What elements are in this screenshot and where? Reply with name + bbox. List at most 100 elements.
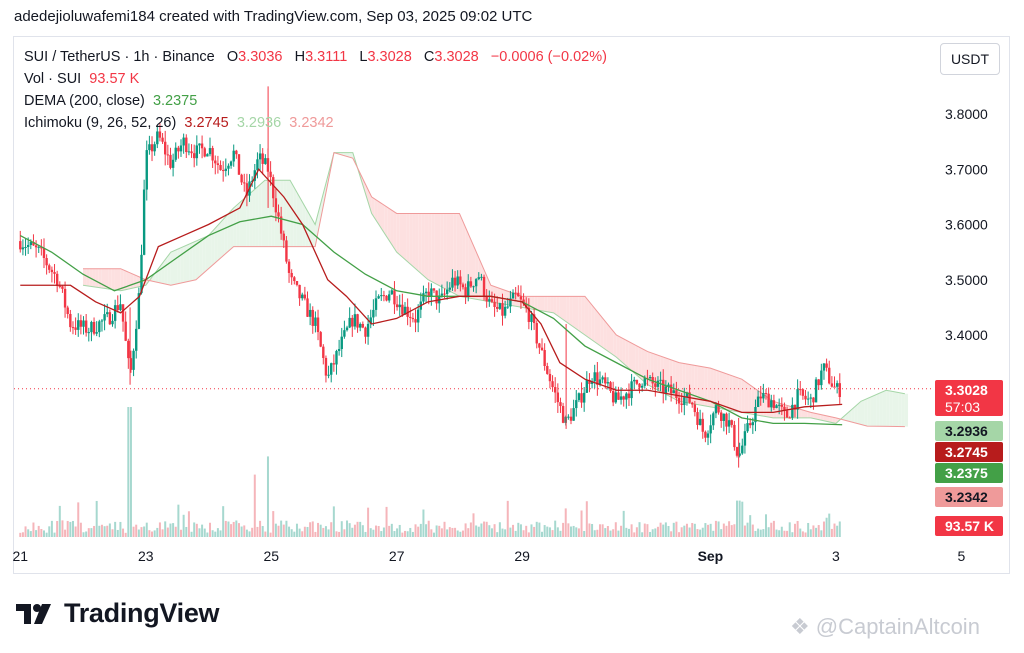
- ichimoku-cloud-segment: [876, 393, 880, 427]
- ichimoku-cloud-segment: [638, 346, 642, 380]
- volume-bar: [546, 526, 549, 537]
- ichimoku-cloud-segment: [857, 401, 861, 425]
- candle-body: [683, 397, 686, 406]
- candle-body: [26, 245, 30, 247]
- volume-bar: [422, 509, 425, 537]
- ichimoku-cloud-segment: [566, 296, 570, 324]
- candle-body: [743, 431, 747, 446]
- ichimoku-cloud-segment: [387, 207, 391, 243]
- volume-bar: [161, 529, 164, 537]
- candle-body: [722, 413, 726, 421]
- candle-body: [90, 321, 93, 333]
- volume-bar: [656, 526, 659, 537]
- volume-bar: [530, 524, 533, 537]
- volume-bar: [151, 531, 154, 537]
- ichimoku-cloud-segment: [255, 185, 259, 247]
- ichimoku-cloud-segment: [446, 213, 451, 292]
- volume-bar: [606, 526, 609, 537]
- volume-bar: [172, 523, 175, 537]
- currency-button[interactable]: USDT: [940, 43, 1000, 75]
- legend-change: −0.0006 (−0.02%): [490, 49, 607, 65]
- volume-bar: [577, 528, 580, 537]
- candle-body: [279, 216, 283, 234]
- ichimoku-cloud-segment: [820, 414, 824, 421]
- legend-volume-row[interactable]: Vol · SUI 93.57 K: [24, 68, 607, 90]
- candle-body: [488, 299, 491, 302]
- volume-bar: [683, 525, 686, 537]
- tradingview-logo[interactable]: TradingView: [16, 598, 220, 629]
- volume-bar: [556, 527, 559, 537]
- candle-body: [192, 153, 196, 159]
- ichimoku-cloud-segment: [230, 207, 234, 250]
- volume-bar: [430, 529, 433, 537]
- watermark: ❖ @CaptainAltcoin: [790, 614, 980, 640]
- candle-body: [158, 131, 162, 138]
- ichimoku-cloud-segment: [456, 213, 460, 297]
- ichimoku-cloud-segment: [701, 366, 705, 406]
- candle-body: [79, 320, 83, 327]
- candle-body: [45, 258, 48, 266]
- volume-bar: [211, 530, 214, 537]
- volume-bar: [158, 522, 161, 537]
- ichimoku-cloud-segment: [217, 221, 222, 261]
- volume-bar: [709, 523, 712, 537]
- ichimoku-cloud-segment: [829, 416, 833, 423]
- ichimoku-cloud-segment: [114, 268, 118, 291]
- candle-body: [609, 382, 612, 392]
- candle-body: [92, 321, 96, 334]
- volume-bar: [712, 530, 715, 537]
- ichimoku-cloud-segment: [813, 413, 818, 420]
- ichimoku-cloud-segment: [719, 371, 723, 410]
- candle-body: [156, 131, 159, 145]
- volume-bar: [298, 528, 301, 537]
- volume-bar: [680, 527, 683, 537]
- legend-symbol[interactable]: SUI / TetherUS · 1h · Binance: [24, 49, 215, 65]
- x-tick-label: 5: [957, 548, 965, 564]
- volume-bar: [256, 526, 259, 537]
- candle-body: [559, 402, 562, 407]
- ichimoku-cloud-segment: [691, 364, 695, 405]
- volume-bar: [746, 522, 749, 537]
- legend-ichimoku-span-a: 3.2936: [236, 115, 282, 131]
- ichimoku-cloud-segment: [308, 213, 313, 247]
- ichimoku-cloud-segment: [170, 250, 174, 286]
- volume-bar: [838, 521, 841, 537]
- ichimoku-cloud-segment: [437, 213, 441, 287]
- volume-bar: [493, 524, 496, 537]
- candle-body: [501, 303, 504, 316]
- volume-bar: [174, 526, 177, 537]
- price-label-box: [935, 380, 1003, 416]
- candle-body: [387, 294, 391, 301]
- candle-body: [791, 404, 794, 418]
- candle-body: [659, 379, 662, 381]
- volume-bar: [664, 522, 667, 537]
- volume-bar: [301, 531, 304, 537]
- volume-bar: [469, 522, 472, 537]
- candle-body: [456, 276, 459, 286]
- ichimoku-cloud-segment: [214, 225, 218, 264]
- volume-bar: [757, 528, 760, 537]
- candle-body: [142, 189, 146, 255]
- volume-bar: [432, 532, 435, 537]
- volume-bar: [359, 521, 362, 537]
- volume-bar: [24, 526, 27, 537]
- volume-bar: [380, 531, 383, 537]
- volume-bar: [79, 522, 82, 537]
- ichimoku-cloud-segment: [431, 213, 435, 284]
- volume-bar: [759, 529, 762, 537]
- volume-bar: [609, 530, 612, 537]
- ichimoku-cloud-segment: [233, 205, 237, 247]
- volume-bar: [728, 521, 731, 537]
- candle-body: [111, 320, 114, 325]
- chart-frame[interactable]: [13, 36, 1010, 574]
- ichimoku-cloud-segment: [186, 243, 190, 282]
- volume-bar: [464, 523, 467, 537]
- legend-ichimoku-row[interactable]: Ichimoku (9, 26, 52, 26) 3.2745 3.2936 3…: [24, 112, 607, 134]
- ichimoku-cloud-segment: [167, 252, 171, 286]
- price-label-text: 3.2375: [945, 465, 988, 481]
- ichimoku-cloud-segment: [889, 390, 893, 427]
- volume-bar: [688, 527, 691, 537]
- legend-dema-row[interactable]: DEMA (200, close) 3.2375: [24, 90, 607, 112]
- x-tick-label: 23: [138, 548, 154, 564]
